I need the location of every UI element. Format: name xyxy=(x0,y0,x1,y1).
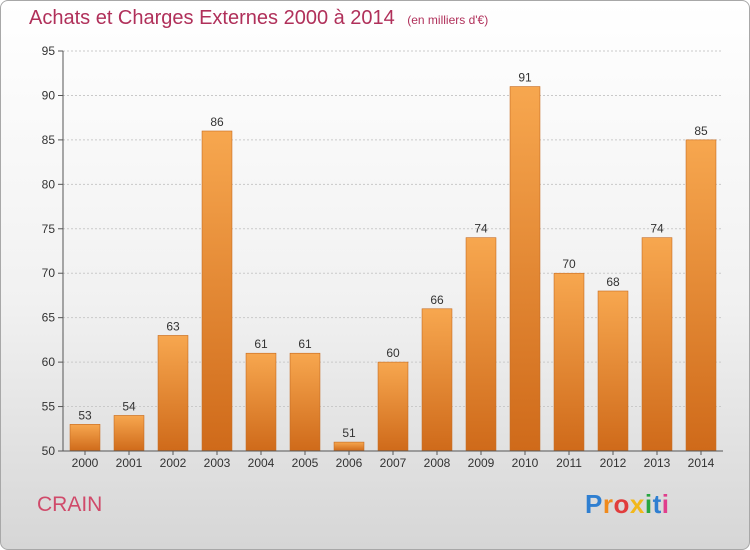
logo-letter: x xyxy=(629,489,645,519)
x-tick-label: 2003 xyxy=(204,456,231,470)
commune-name: CRAIN xyxy=(37,493,103,516)
bar xyxy=(509,86,541,452)
bar xyxy=(685,139,717,452)
chart-title-block: Achats et Charges Externes 2000 à 2014 (… xyxy=(29,7,488,30)
bar-value-label: 63 xyxy=(166,319,180,333)
x-tick-label: 2005 xyxy=(292,456,319,470)
x-tick-label: 2007 xyxy=(380,456,407,470)
bar-value-label: 66 xyxy=(430,293,444,307)
bar-value-label: 85 xyxy=(694,124,708,138)
y-tick-label: 65 xyxy=(42,311,56,325)
x-tick-label: 2013 xyxy=(644,456,671,470)
x-tick-label: 2010 xyxy=(512,456,539,470)
x-tick-label: 2009 xyxy=(468,456,495,470)
bar-value-label: 61 xyxy=(254,337,268,351)
y-tick-label: 70 xyxy=(42,266,56,280)
y-tick-label: 75 xyxy=(42,222,56,236)
logo-letter: t xyxy=(652,489,662,519)
logo-letter: o xyxy=(613,489,630,519)
x-tick-label: 2011 xyxy=(556,456,582,470)
bar-value-label: 70 xyxy=(562,257,576,271)
y-tick-label: 90 xyxy=(42,88,56,102)
bar xyxy=(157,335,189,452)
y-tick-label: 50 xyxy=(42,444,56,458)
bar xyxy=(245,352,277,452)
x-tick-label: 2002 xyxy=(160,456,187,470)
x-tick-label: 2014 xyxy=(688,456,715,470)
y-tick-label: 80 xyxy=(42,177,56,191)
bar-value-label: 74 xyxy=(474,222,488,236)
logo-letter: P xyxy=(585,489,603,519)
bar xyxy=(113,415,145,452)
logo-letter: r xyxy=(602,489,614,519)
y-tick-label: 85 xyxy=(42,133,56,147)
y-tick-label: 95 xyxy=(42,44,56,58)
bar xyxy=(69,424,101,452)
bar xyxy=(641,237,673,452)
bar-value-label: 54 xyxy=(122,399,136,413)
bar xyxy=(377,361,409,452)
bar xyxy=(465,237,497,452)
bar-value-label: 53 xyxy=(78,408,92,422)
bar xyxy=(597,290,629,452)
bar xyxy=(201,130,233,452)
bar xyxy=(421,308,453,452)
axes-layer: 50 55 60 65 70 75 80 85 90 95 2000 2001 2002 2003 2004… xyxy=(42,44,723,470)
bar-value-label: 91 xyxy=(518,71,532,85)
bars-layer: 53 54 63 86 61 61 51 60 66 74 91 70 68 74 85 xyxy=(69,71,717,452)
bar xyxy=(333,441,365,452)
bar xyxy=(553,272,585,452)
bar-value-label: 86 xyxy=(210,115,224,129)
y-tick-label: 60 xyxy=(42,355,56,369)
bar-value-label: 51 xyxy=(342,426,356,440)
x-tick-label: 2012 xyxy=(600,456,627,470)
proxiti-logo: Proxiti xyxy=(585,489,669,520)
x-tick-label: 2004 xyxy=(248,456,275,470)
bar xyxy=(289,352,321,452)
chart-subtitle: (en milliers d'€) xyxy=(407,13,489,27)
bar-value-label: 61 xyxy=(298,337,312,351)
x-tick-label: 2000 xyxy=(72,456,99,470)
x-tick-label: 2006 xyxy=(336,456,363,470)
chart-title: Achats et Charges Externes 2000 à 2014 xyxy=(29,7,395,29)
y-tick-label: 55 xyxy=(42,400,56,414)
x-tick-label: 2001 xyxy=(116,456,143,470)
bar-value-label: 60 xyxy=(386,346,400,360)
logo-letter: i xyxy=(644,489,653,519)
bar-value-label: 74 xyxy=(650,222,664,236)
logo-letter: i xyxy=(661,489,670,519)
bar-value-label: 68 xyxy=(606,275,620,289)
x-tick-label: 2008 xyxy=(424,456,451,470)
